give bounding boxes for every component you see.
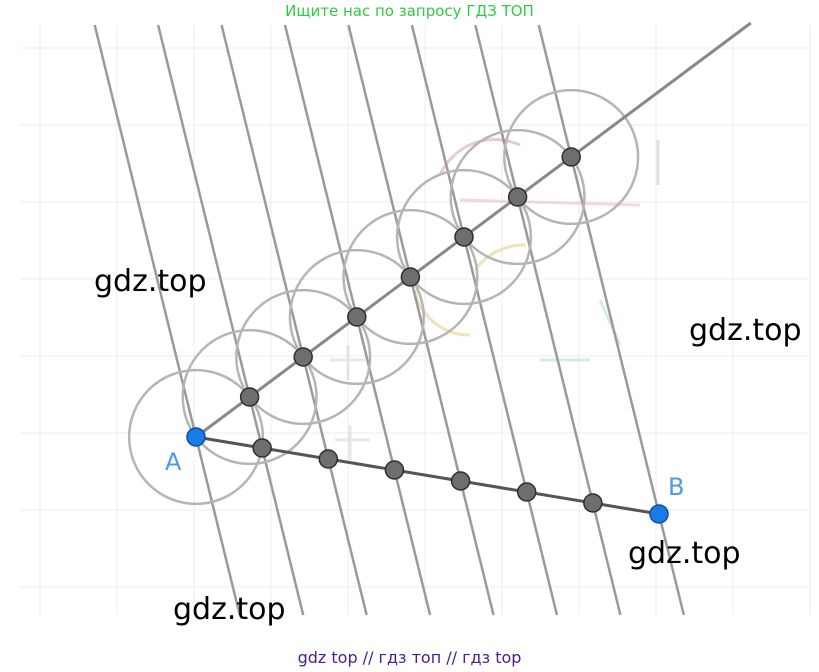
watermark-text: gdz.top xyxy=(94,264,207,299)
ray-point xyxy=(507,187,528,207)
parallel-line xyxy=(220,24,368,616)
ab-division-point xyxy=(384,460,405,480)
ab-division-points xyxy=(252,438,603,513)
construction-circle xyxy=(288,248,425,386)
ray-division-points xyxy=(239,147,581,407)
construction-circle xyxy=(235,288,372,426)
watermark-text: gdz.top xyxy=(628,536,741,571)
parallel-line xyxy=(93,24,241,616)
construction-circle xyxy=(127,368,265,506)
construction-circle xyxy=(395,168,533,306)
parallel-line xyxy=(474,24,622,616)
point-b-label: B xyxy=(668,473,684,501)
ab-division-point xyxy=(516,482,537,502)
point-b xyxy=(649,504,669,524)
parallel-line xyxy=(156,24,305,616)
background-grid xyxy=(20,25,811,615)
ray-point xyxy=(561,147,581,167)
ray-point xyxy=(400,267,421,287)
ab-division-point xyxy=(318,449,339,469)
construction-circle xyxy=(503,88,640,226)
construction-circle xyxy=(342,208,479,346)
top-banner: Ищите нас по запросу ГДЗ ТОП xyxy=(285,2,534,20)
ray-from-a xyxy=(195,21,752,439)
ab-division-point xyxy=(252,438,272,458)
parallel-lines xyxy=(93,24,686,616)
parallel-line xyxy=(347,24,495,616)
watermark-text: gdz.top xyxy=(689,313,802,348)
ray-point xyxy=(347,307,367,327)
ab-division-point xyxy=(583,493,603,513)
ab-division-point xyxy=(450,471,471,491)
point-a-label: A xyxy=(165,448,182,476)
ray-point xyxy=(293,347,313,367)
faint-artifacts xyxy=(330,137,660,460)
ray-point xyxy=(454,227,474,247)
construction-circle xyxy=(449,128,586,266)
construction-circles xyxy=(127,88,640,506)
ray-point xyxy=(239,387,260,407)
segment-ab xyxy=(195,435,660,516)
point-a xyxy=(186,427,206,447)
watermark-text: gdz.top xyxy=(173,592,286,627)
parallel-line xyxy=(537,24,686,616)
bottom-caption: gdz top // гдз топ // гдз top xyxy=(297,648,522,667)
construction-circle xyxy=(181,328,318,466)
parallel-line xyxy=(410,24,559,616)
